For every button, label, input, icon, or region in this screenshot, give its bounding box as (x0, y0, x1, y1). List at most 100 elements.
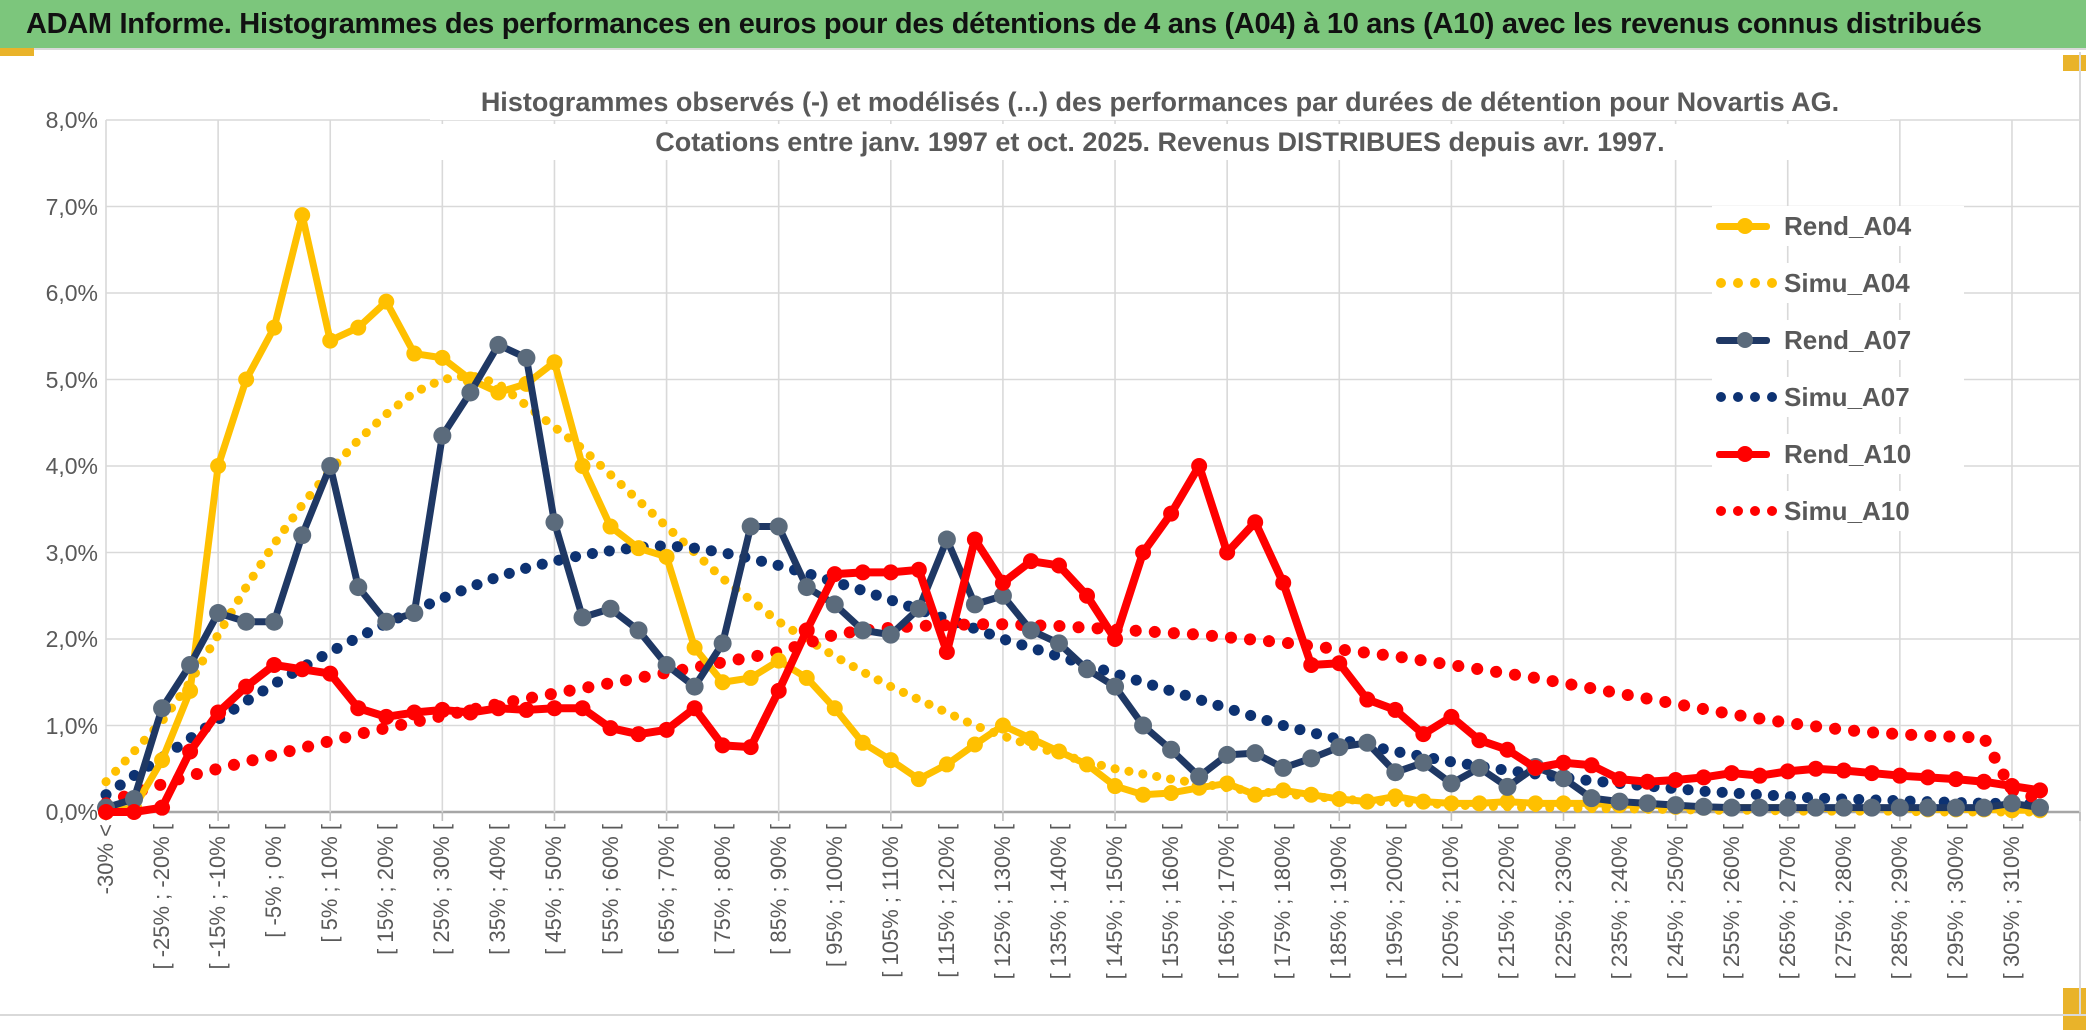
series-rend-a04-marker (1303, 786, 1320, 803)
header-title: ADAM Informe. Histogrammes des performan… (26, 7, 1982, 40)
x-axis-label: [ 75% ; 80% [ (709, 824, 735, 955)
series-rend-a04-marker (686, 639, 703, 656)
series-rend-a10-marker (1359, 691, 1376, 708)
x-axis-label: [ 45% ; 50% [ (541, 824, 567, 955)
series-rend-a10-marker (1135, 544, 1152, 561)
series-rend-a04-marker (294, 207, 311, 224)
series-rend-a04-marker (602, 518, 619, 535)
series-rend-a07-marker (1498, 777, 1517, 796)
x-axis-label: [ 215% ; 220% [ (1494, 824, 1520, 980)
series-rend-a10-marker (1022, 553, 1039, 570)
series-rend-a04-marker (406, 345, 423, 362)
series-rend-a04-marker (658, 548, 675, 565)
series-rend-a07-marker (797, 578, 816, 597)
series-rend-a10-marker (1723, 765, 1740, 782)
series-rend-a10-marker (126, 804, 143, 820)
series-rend-a10-marker (238, 678, 255, 695)
series-rend-a10-line (102, 462, 2044, 816)
x-axis-label: [ -5% ; 0% [ (261, 824, 287, 938)
series-rend-a07-marker (1862, 798, 1881, 817)
series-rend-a10-marker (938, 643, 955, 660)
series-rend-a07-marker (993, 586, 1012, 605)
x-axis-label: [ 195% ; 200% [ (1382, 824, 1408, 980)
legend-item-rend-a04[interactable]: Rend_A04 (1712, 206, 1964, 246)
series-rend-a04-marker (714, 674, 731, 691)
x-axis-label: [ 185% ; 190% [ (1326, 824, 1352, 980)
series-rend-a04-marker (1219, 775, 1236, 792)
series-rend-a04-marker (1247, 786, 1264, 803)
x-axis-label: [ 225% ; 230% [ (1550, 824, 1576, 980)
legend-item-rend-a07[interactable]: Rend_A07 (1712, 320, 1964, 360)
series-rend-a10-marker (1947, 771, 1964, 788)
rend-a07-line-icon (1716, 331, 1774, 348)
series-rend-a10-marker (182, 743, 199, 760)
series-rend-a07-marker (1694, 797, 1713, 816)
simu-a07-dots-icon (1716, 392, 1777, 402)
series-rend-a07-marker (237, 612, 256, 631)
legend-item-rend-a10[interactable]: Rend_A10 (1712, 434, 1964, 474)
series-rend-a10-marker (798, 622, 815, 639)
series-rend-a10-marker (1191, 458, 1208, 474)
series-rend-a04-marker (322, 332, 339, 349)
series-rend-a04-marker (770, 652, 787, 669)
series-rend-a07-marker (377, 612, 396, 631)
series-rend-a04-marker (1443, 795, 1460, 812)
x-axis-label: [ 25% ; 30% [ (429, 824, 455, 955)
x-axis-label: [ 265% ; 270% [ (1774, 824, 1800, 980)
series-rend-a07-marker (1358, 733, 1377, 752)
series-rend-a04-marker (266, 319, 283, 336)
series-rend-a07-marker (1078, 660, 1097, 679)
series-rend-a04-marker (630, 540, 647, 557)
x-axis-label: [ 285% ; 290% [ (1886, 824, 1912, 980)
series-rend-a10-marker (658, 721, 675, 738)
series-rend-a07-marker (657, 655, 676, 674)
series-rend-a04-marker (882, 752, 899, 769)
series-rend-a07-marker (1750, 798, 1769, 817)
series-rend-a07-marker (1974, 798, 1993, 817)
chart-legend: Rend_A04 Simu_A04 Rend_A07 Simu_A07 Rend… (1712, 206, 1964, 548)
x-axis-label: [ 145% ; 150% [ (1102, 824, 1128, 980)
series-rend-a07-marker (629, 621, 648, 640)
series-rend-a10-marker (1107, 631, 1124, 647)
y-axis-label: 5,0% (45, 366, 98, 393)
legend-label: Rend_A10 (1784, 438, 1912, 469)
x-axis-label: [ -25% ; -20% [ (149, 824, 175, 970)
series-rend-a04-marker (378, 293, 395, 310)
series-rend-a10-marker (294, 661, 311, 678)
series-rend-a07-marker (125, 790, 144, 809)
y-axis-label: 4,0% (45, 453, 98, 479)
series-rend-a10-marker (826, 566, 843, 583)
legend-item-simu-a04[interactable]: Simu_A04 (1712, 263, 1964, 303)
series-rend-a07-marker (769, 517, 788, 536)
series-rend-a10-marker (378, 708, 395, 725)
series-rend-a10-marker (1695, 769, 1712, 786)
series-rend-a10-marker (546, 700, 563, 717)
x-axis-label: [ 305% ; 310% [ (1998, 824, 2024, 980)
series-rend-a07-marker (545, 513, 564, 532)
series-rend-a07-marker (1470, 758, 1489, 777)
series-rend-a10-marker (574, 700, 591, 717)
series-rend-a07-marker (1246, 744, 1265, 763)
legend-label: Simu_A04 (1784, 267, 1910, 298)
x-axis-label: [ 5% ; 10% [ (317, 824, 343, 943)
series-rend-a10-marker (350, 700, 367, 717)
legend-item-simu-a10[interactable]: Simu_A10 (1712, 491, 1964, 531)
rend-a04-line-icon (1716, 217, 1774, 234)
series-rend-a07-marker (1806, 798, 1825, 817)
series-rend-a07-marker (1610, 792, 1629, 811)
y-axis-label: 7,0% (45, 193, 98, 220)
series-rend-a04-marker (1471, 795, 1488, 812)
series-rend-a10-marker (882, 564, 899, 581)
y-axis-label: 2,0% (45, 626, 98, 652)
series-rend-a04-marker (546, 354, 563, 371)
series-rend-a10-marker (630, 726, 647, 743)
series-rend-a10-marker (686, 700, 703, 717)
x-axis-label: [ 295% ; 300% [ (1942, 824, 1968, 980)
legend-item-simu-a07[interactable]: Simu_A07 (1712, 377, 1964, 417)
series-rend-a04-marker (994, 717, 1011, 734)
series-rend-a10-marker (98, 804, 114, 820)
series-rend-a10-marker (1611, 771, 1628, 788)
series-rend-a04-marker (210, 458, 227, 474)
series-rend-a07-marker (1021, 621, 1040, 640)
series-rend-a07-marker (1638, 794, 1657, 813)
